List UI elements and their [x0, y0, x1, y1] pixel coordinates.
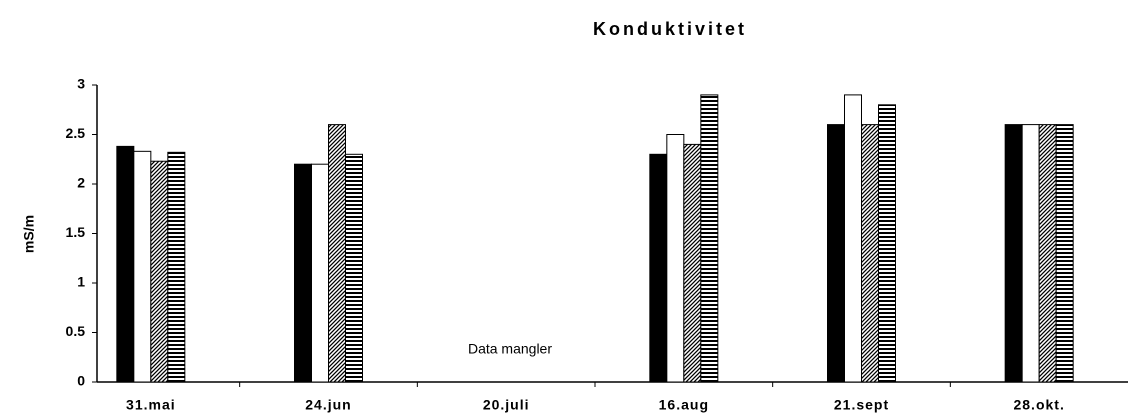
x-tick-label: 31.mai — [126, 397, 176, 413]
bar — [1055, 124, 1074, 383]
y-tick-label: 3 — [77, 76, 85, 92]
bar — [878, 104, 896, 383]
bar — [133, 150, 152, 383]
bar — [666, 134, 685, 383]
bar — [345, 153, 363, 383]
bar — [861, 124, 879, 383]
bar — [1038, 124, 1057, 383]
y-tick-label: 2 — [77, 175, 85, 191]
y-tick-label: 0.5 — [66, 323, 86, 339]
bar — [683, 143, 702, 383]
x-tick-label: 24.jun — [305, 397, 351, 413]
bar — [700, 94, 719, 383]
bar — [150, 160, 169, 383]
bar — [294, 163, 312, 383]
x-tick-label: 28.okt. — [1013, 397, 1064, 413]
y-axis-label: mS/m — [21, 215, 37, 253]
y-tick-label: 2.5 — [66, 125, 86, 141]
bar — [116, 145, 135, 383]
bar — [1021, 124, 1040, 383]
bar — [827, 124, 845, 383]
y-tick-label: 1 — [77, 274, 85, 290]
bar — [844, 94, 862, 383]
bar — [311, 163, 329, 383]
x-tick-label: 21.sept — [834, 397, 889, 413]
chart-title: Konduktivitet — [593, 19, 747, 39]
x-tick-label: 16.aug — [659, 397, 709, 413]
annotation: Data mangler — [468, 341, 552, 357]
y-tick-label: 0 — [77, 373, 85, 389]
bar — [1004, 124, 1023, 383]
x-tick-label: 20.juli — [483, 397, 530, 413]
bar — [649, 153, 668, 383]
y-tick-label: 1.5 — [66, 224, 86, 240]
bar — [167, 151, 186, 383]
bar — [328, 124, 346, 383]
